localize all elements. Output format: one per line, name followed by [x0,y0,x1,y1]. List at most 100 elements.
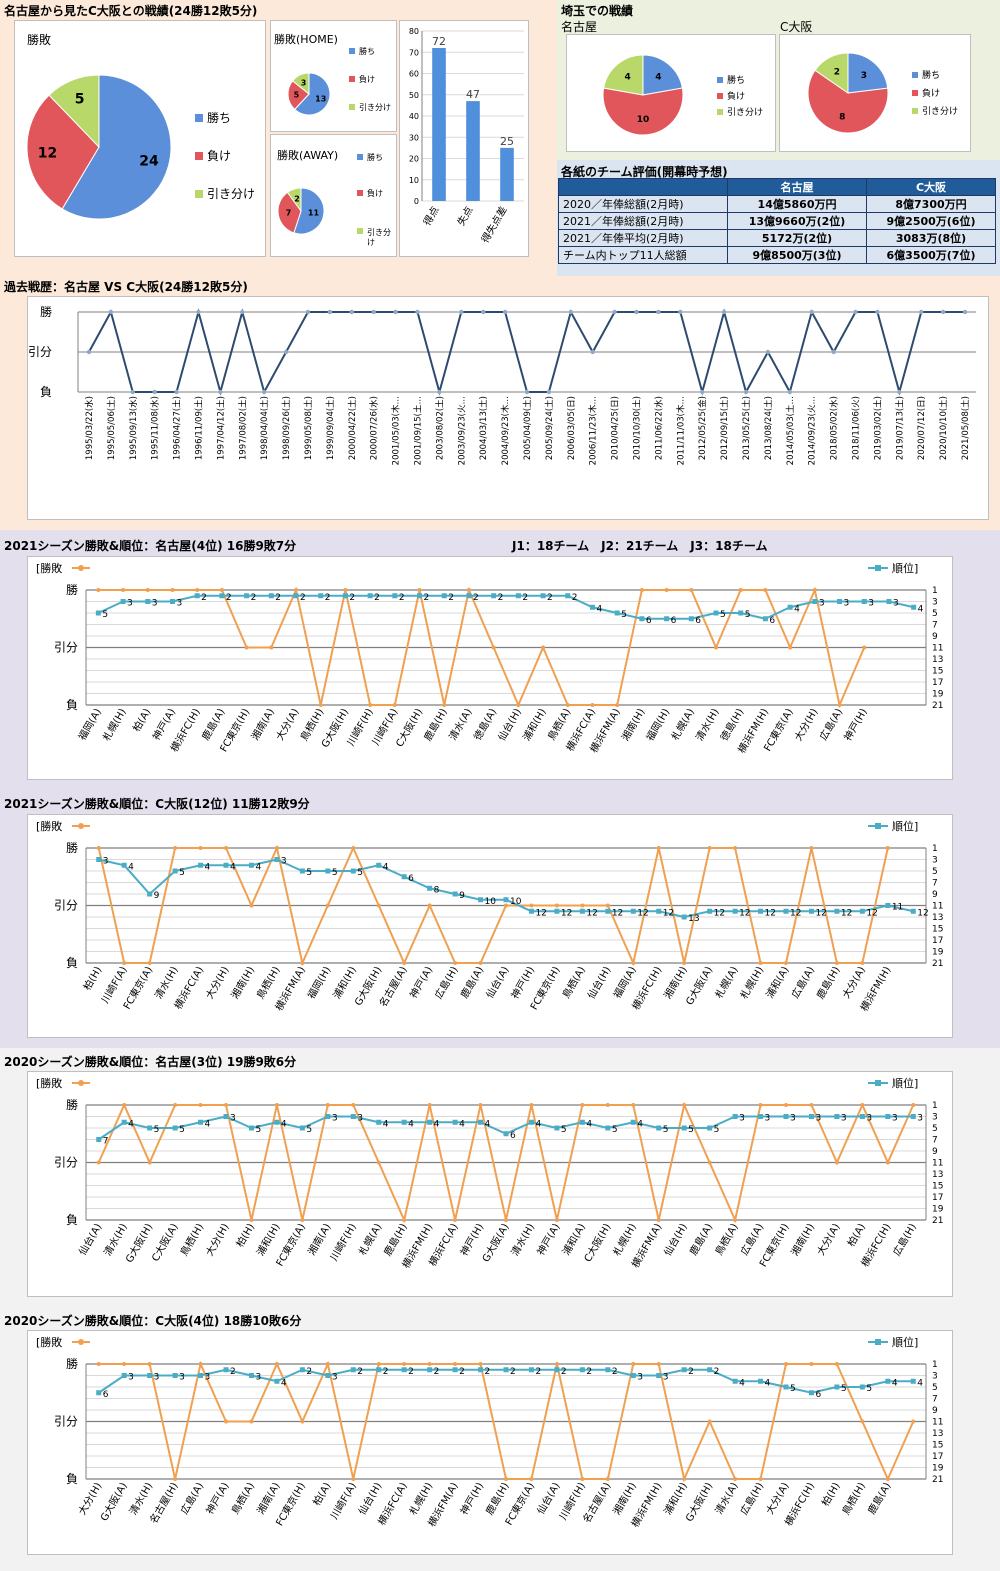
rank-point [664,616,670,622]
result-point [402,1218,407,1222]
eval-nagoya-value: 9億8500万(3位) [726,246,868,264]
rank-value-label: 2 [408,1367,414,1377]
x-date-label: 2020/07/12(日) [917,396,927,460]
result-point [834,961,839,965]
rank-tick-label: 15 [932,667,943,677]
y-tick-label: 80 [409,27,419,36]
x-opponent-label: 浦和(H) [254,1221,283,1258]
x-date-label: 2020/10/10(土) [938,396,949,460]
x-opponent-label: 大分(A) [273,706,302,743]
legend-label: 引き分け [922,106,958,117]
rank-point [96,857,102,862]
result-point [504,1477,508,1481]
rank-value-label: 2 [714,1367,720,1377]
rank-point [681,1125,687,1131]
x-opponent-label: 柏(A) [130,706,154,734]
x-date-label: 2019/03/02(土) [872,396,883,460]
x-date-label: 2006/11/23(木… [588,396,599,465]
x-opponent-label: 大分(A) [814,1221,843,1258]
rank-value-label: 2 [357,1367,363,1377]
rank-point [194,593,200,599]
rank-point [427,1119,433,1125]
rank-value-label: 12 [790,908,801,918]
rank-point [350,1367,356,1373]
y-label: 勝 [66,1097,78,1112]
result-point [787,389,793,395]
result-point [862,645,867,650]
rank-point [630,908,636,914]
rank-point [554,1125,560,1131]
result-point [108,309,114,315]
x-opponent-label: 神戸(A) [149,706,178,743]
rank-value-label: 6 [510,1131,516,1141]
pie-slice-label: 5 [75,92,85,108]
result-point [300,961,305,965]
rank-point [910,1114,916,1119]
result-point [283,349,289,355]
legend-swatch-loss [195,152,203,160]
result-point [249,903,254,908]
rank-point [219,593,225,599]
rank-point [861,599,867,604]
rank-value-label: 4 [535,1119,541,1129]
y-label: 引分 [54,1156,78,1170]
rank-value-label: 4 [128,1119,134,1129]
result-point [656,846,661,850]
rank-point [268,593,274,599]
rank-value-label: 2 [424,593,430,603]
rank-point [787,604,793,610]
result-point [707,846,712,850]
rank-tick-label: 1 [932,1360,938,1370]
rank-value-label: 2 [399,593,405,603]
result-point [402,961,407,965]
x-opponent-label: 徳島(H) [717,706,746,743]
rank-value-label: 3 [663,1373,669,1383]
eval-row: チーム内トップ11人総額 9億8500万(3位) 6億3500万(7位) [558,246,996,264]
result-point [809,846,814,850]
rank-value-label: 4 [739,1378,745,1388]
eval-row-label: 2020／年俸総額(2月時) [558,195,728,213]
legend-label: 勝ち [727,74,745,86]
x-opponent-label: 仙台(A) [534,1480,563,1517]
result-point [784,1103,788,1107]
rank-point [244,593,250,599]
result-point [122,961,127,965]
pie-slice-label: 12 [38,146,57,162]
result-point [427,1362,432,1366]
eval-row: 2021／年俸平均(2月時) 5172万(2位) 3083万(8位) [558,229,996,247]
summary-title: 名古屋から見たC大阪との戦績(24勝12敗5分) [4,4,258,18]
legend-label: 引き分け [727,107,763,118]
rank-point [401,874,407,880]
rank-point [274,857,280,862]
result-point [860,1103,865,1107]
rank-value-label: 2 [586,1367,592,1377]
rank-value-label: 3 [255,1373,261,1383]
rank-tick-label: 13 [932,913,943,923]
legend-result-marker [78,823,84,829]
rank-value-label: 5 [621,610,627,620]
y-tick-label: 50 [409,91,419,100]
x-opponent-label: 札幌(H) [737,964,766,1001]
rank-tick-label: 21 [932,959,943,969]
x-opponent-label: 湘南(H) [619,706,648,743]
rank-point [198,862,204,868]
rank-value-label: 3 [281,857,287,867]
result-point [376,1160,381,1165]
result-point [478,961,483,965]
rank-point [223,1114,229,1119]
result-point [812,588,817,592]
bar-value-label: 72 [432,35,446,48]
legend-swatch-win [195,114,203,122]
result-point [853,309,858,315]
x-opponent-label: 大分(A) [763,1480,792,1517]
legend-label: 勝ち [367,152,383,162]
result-point [580,1103,585,1107]
result-point [392,703,397,707]
rank-tick-label: 13 [932,1170,943,1180]
rank-value-label: 4 [205,1119,211,1129]
result-point [656,1218,661,1222]
result-point [502,309,508,315]
legend-result-marker [78,1080,84,1086]
rank-point [732,1114,738,1119]
result-point [173,846,178,850]
